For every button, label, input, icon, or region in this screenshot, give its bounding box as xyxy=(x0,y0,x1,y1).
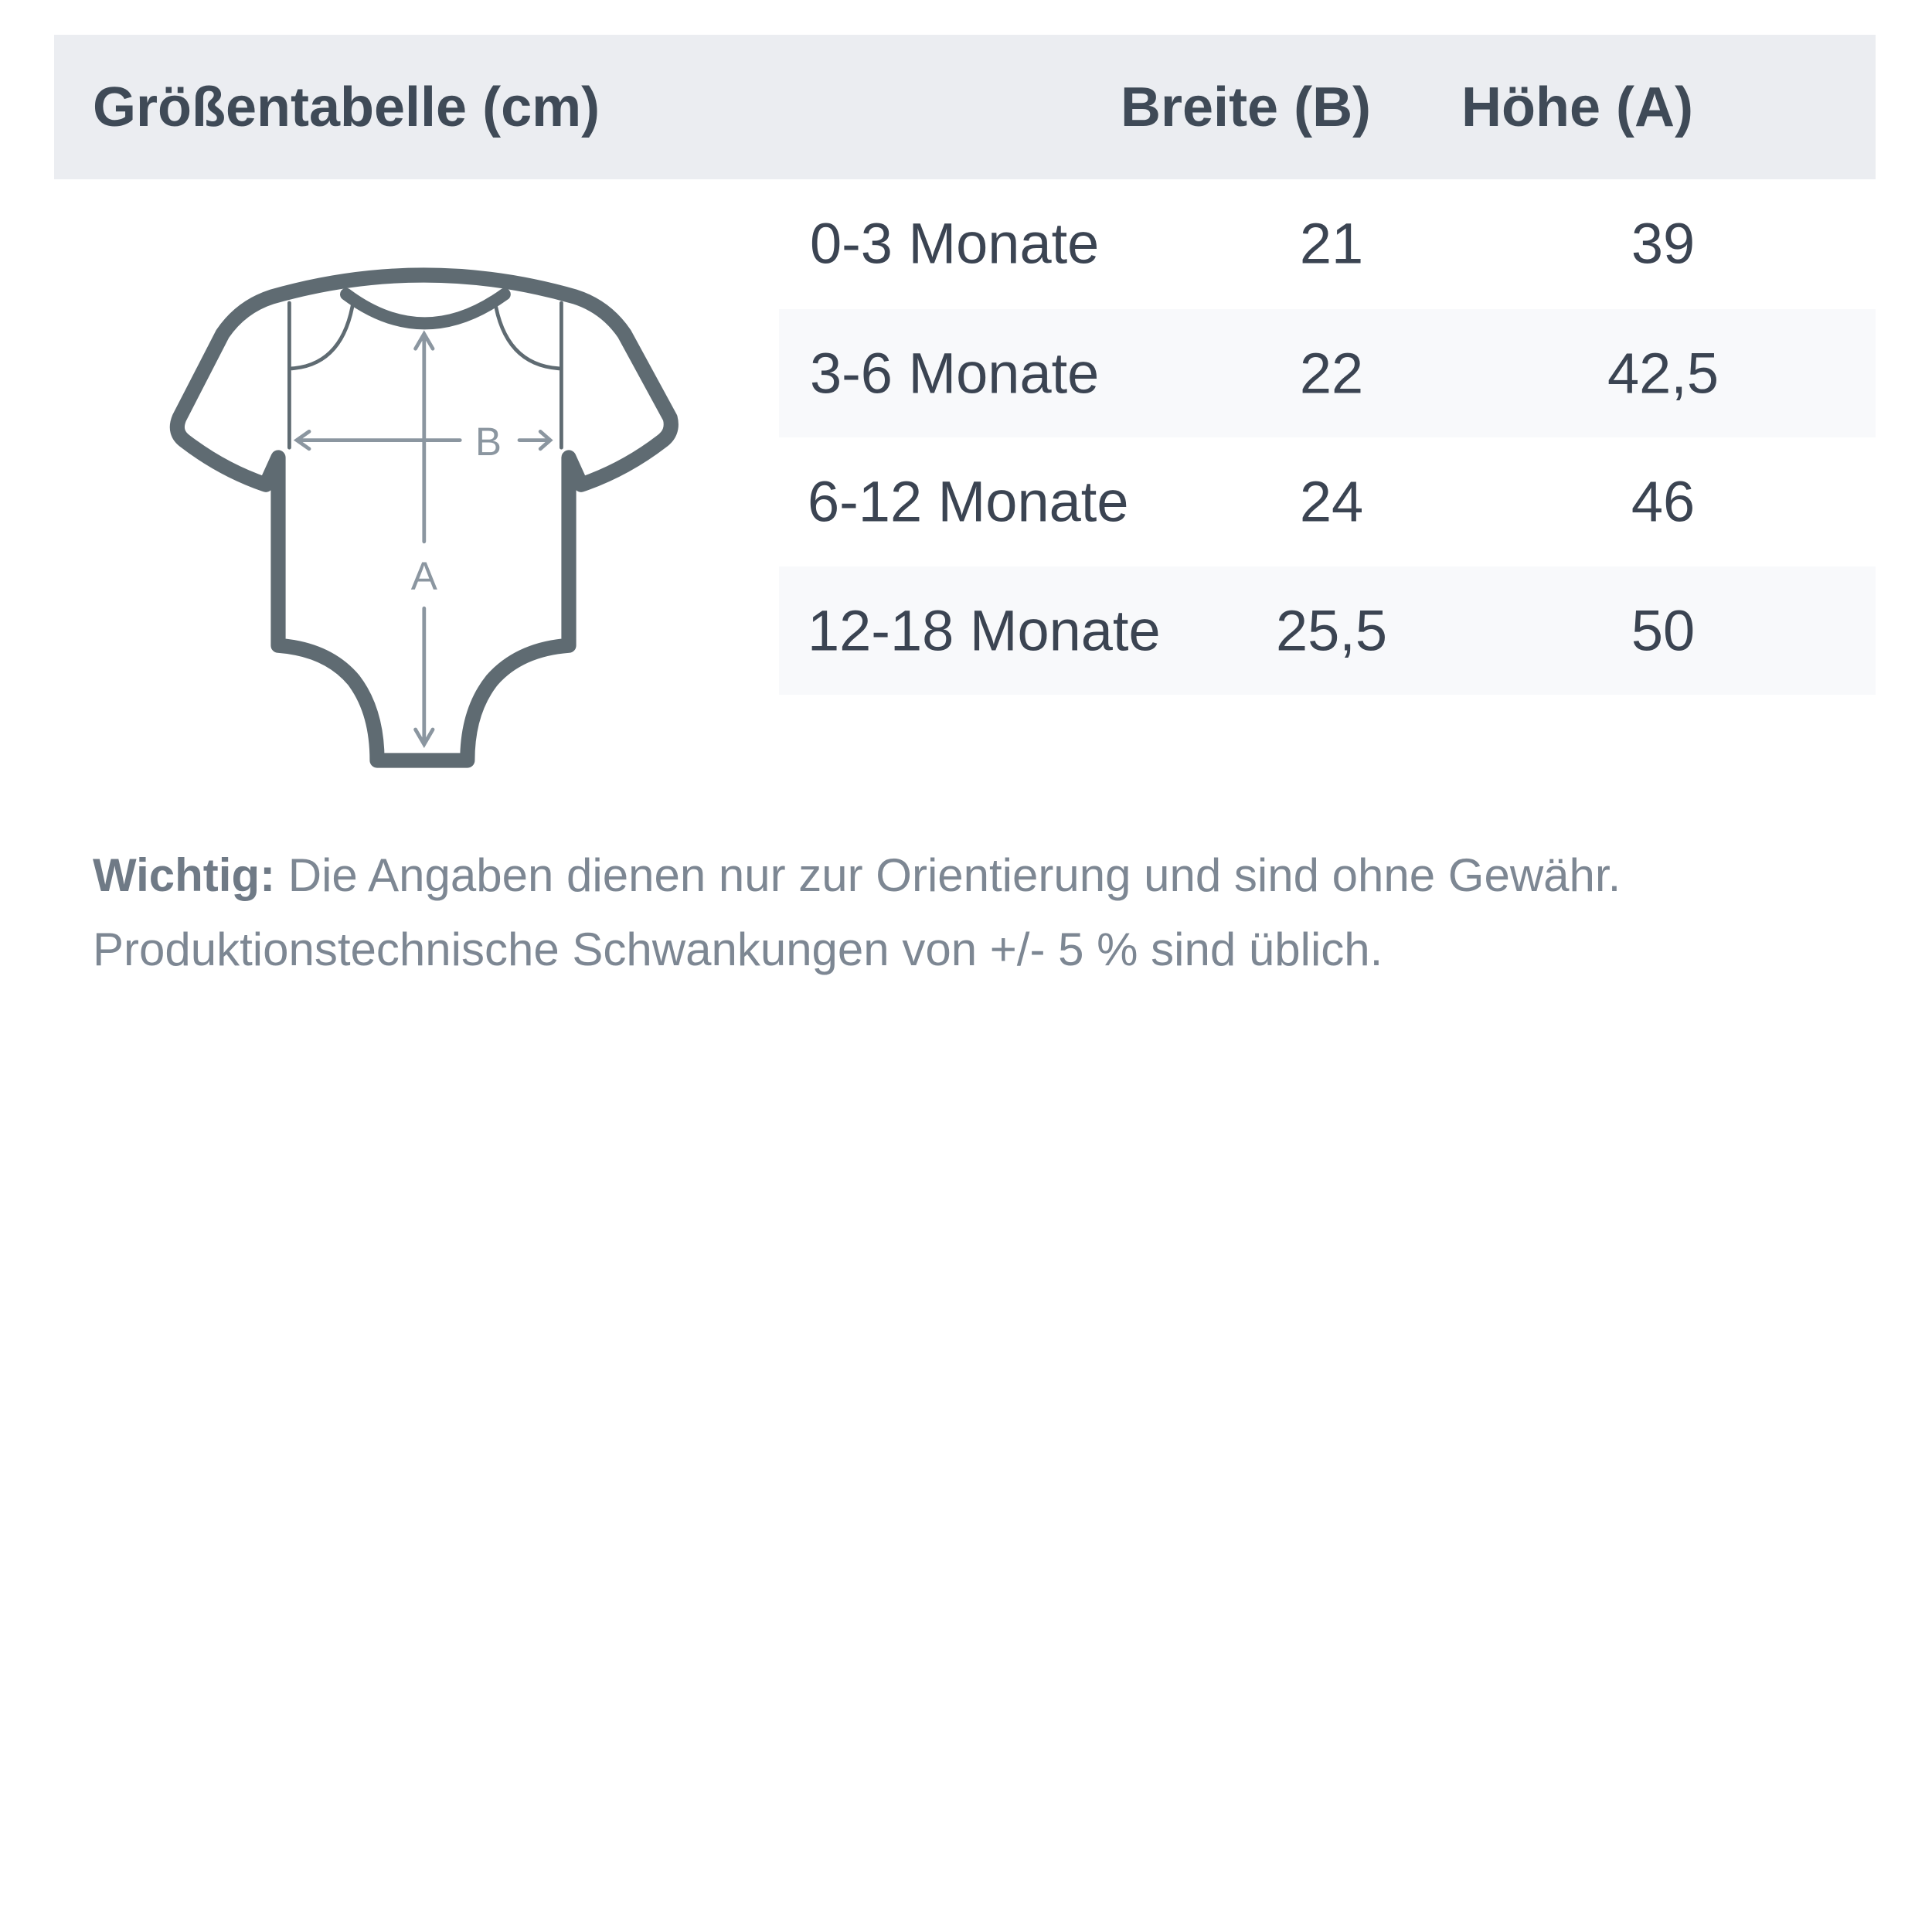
width-value: 25,5 xyxy=(1275,598,1388,663)
size-label: 0-3 Monate xyxy=(810,211,1100,276)
height-value: 46 xyxy=(1631,469,1696,534)
height-value: 42,5 xyxy=(1607,341,1719,406)
size-label: 6-12 Monate xyxy=(808,469,1129,534)
note-text: Die Angaben dienen nur zur Orientierung … xyxy=(275,849,1621,901)
size-label: 3-6 Monate xyxy=(810,341,1100,406)
width-value: 22 xyxy=(1299,341,1364,406)
table-title: Größentabelle (cm) xyxy=(93,76,600,138)
column-header-height: Höhe (A) xyxy=(1461,76,1693,138)
measure-label-a: A xyxy=(411,554,438,598)
width-value: 21 xyxy=(1299,211,1364,276)
note-line2: Produktionstechnische Schwankungen von +… xyxy=(93,923,1383,975)
height-value: 50 xyxy=(1631,598,1696,663)
table-row: 3-6 Monate 22 42,5 xyxy=(779,309,1876,437)
disclaimer-note: Wichtig: Die Angaben dienen nur zur Orie… xyxy=(93,838,1870,987)
table-header: Größentabelle (cm) Breite (B) Höhe (A) xyxy=(54,35,1876,179)
height-value: 39 xyxy=(1631,211,1696,276)
width-value: 24 xyxy=(1299,469,1364,534)
size-label: 12-18 Monate xyxy=(808,598,1161,663)
table-row: 12-18 Monate 25,5 50 xyxy=(779,566,1876,695)
note-bold: Wichtig: xyxy=(93,849,276,901)
table-row: 0-3 Monate 21 39 xyxy=(779,179,1876,308)
column-header-width: Breite (B) xyxy=(1121,76,1372,138)
table-row: 6-12 Monate 24 46 xyxy=(779,437,1876,566)
measure-label-b: B xyxy=(475,420,502,464)
